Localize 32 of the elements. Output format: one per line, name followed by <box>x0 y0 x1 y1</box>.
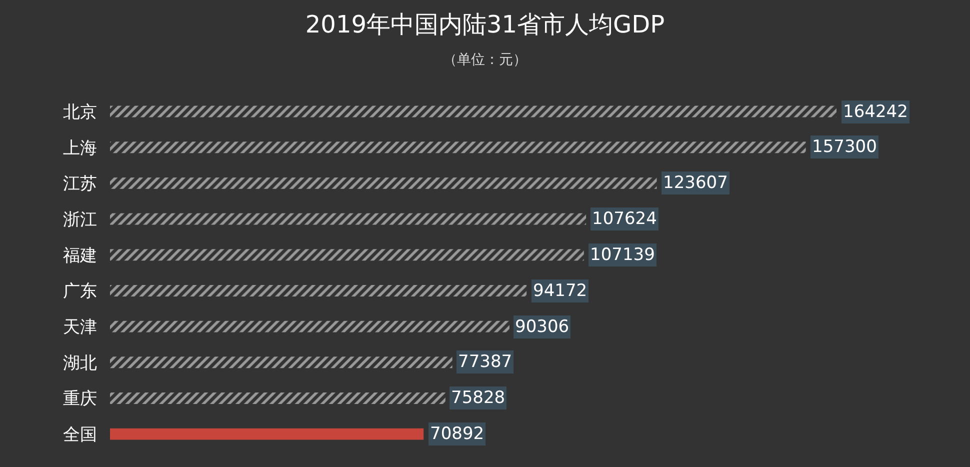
chart-title: 2019年中国内陆31省市人均GDP <box>305 10 665 39</box>
bar <box>110 106 836 118</box>
y-tick-label: 江苏 <box>63 174 97 194</box>
bar <box>110 428 424 440</box>
y-tick-label: 北京 <box>63 102 97 122</box>
y-tick-label: 全国 <box>63 425 97 446</box>
bar <box>110 284 527 296</box>
y-tick-label: 浙江 <box>63 210 97 230</box>
bar <box>110 356 452 368</box>
bar <box>110 142 806 154</box>
y-tick-label: 上海 <box>63 138 97 158</box>
bar <box>110 177 657 189</box>
chart-subtitle: （单位：元） <box>443 52 527 68</box>
data-label: 157300 <box>812 137 877 157</box>
bar <box>110 392 446 404</box>
bar <box>110 249 584 261</box>
data-label: 77387 <box>458 352 512 372</box>
data-label: 107139 <box>590 245 655 265</box>
data-label: 94172 <box>533 281 588 301</box>
bar <box>110 320 510 332</box>
y-tick-label: 重庆 <box>63 389 97 410</box>
y-tick-label: 广东 <box>63 282 97 302</box>
bar <box>110 213 586 225</box>
data-label: 75828 <box>451 388 506 408</box>
y-tick-label: 福建 <box>63 246 97 266</box>
data-label: 107624 <box>592 209 657 229</box>
y-tick-label: 湖北 <box>63 353 97 374</box>
data-label: 164242 <box>843 102 908 122</box>
y-tick-label: 天津 <box>63 318 97 338</box>
data-label: 90306 <box>515 317 570 337</box>
data-label: 70892 <box>430 424 484 444</box>
data-label: 123607 <box>663 173 728 193</box>
